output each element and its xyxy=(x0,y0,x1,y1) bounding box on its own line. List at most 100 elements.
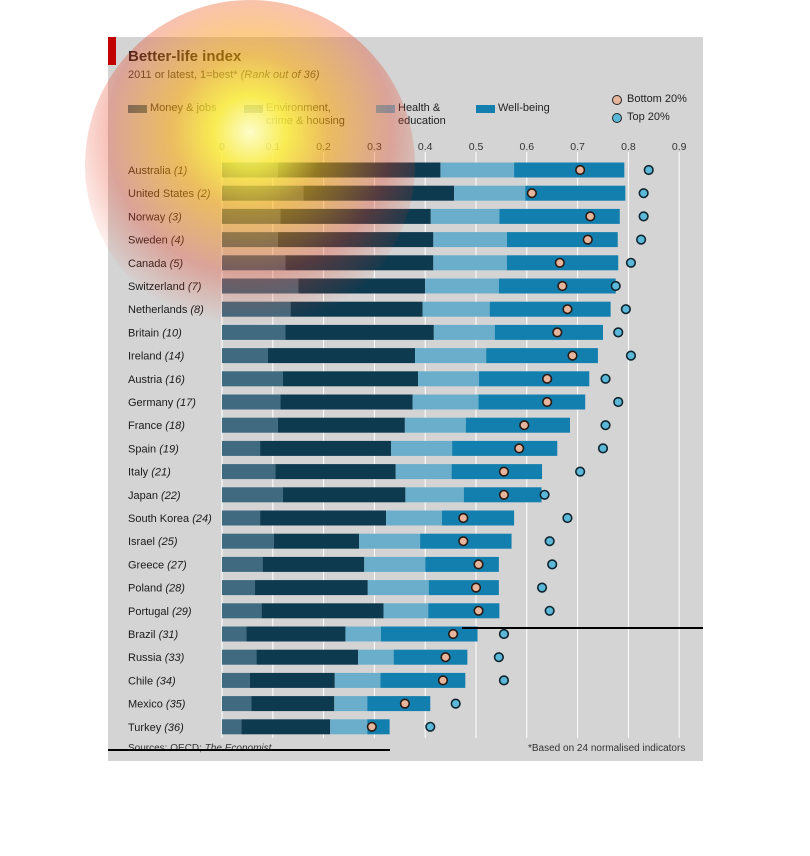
bar-segment-wellbeing xyxy=(486,348,598,364)
bar-segment-health xyxy=(359,533,421,549)
bar-segment-health xyxy=(358,649,394,665)
bottom20-dot xyxy=(567,350,578,361)
country-label: Spain (19) xyxy=(128,443,179,455)
country-name: Italy xyxy=(128,467,151,479)
country-label: Germany (17) xyxy=(128,397,196,409)
bar-segment-wellbeing xyxy=(494,324,603,340)
country-label: Ireland (14) xyxy=(128,351,185,363)
bar-segment-wellbeing xyxy=(428,580,499,596)
country-name: Brazil xyxy=(128,629,159,641)
bar-segment-environment xyxy=(261,603,384,619)
bottom20-dot xyxy=(366,721,377,732)
bottom20-dot xyxy=(399,698,410,709)
bar-segment-money xyxy=(222,649,257,665)
top20-dot xyxy=(638,188,649,199)
bar-segment-wellbeing xyxy=(465,417,570,433)
bar-segment-environment xyxy=(249,672,335,688)
top20-dot xyxy=(600,373,611,384)
bar-segment-money xyxy=(222,417,278,433)
bottom20-dot xyxy=(440,652,451,663)
bar-segment-environment xyxy=(241,719,331,735)
top20-dot xyxy=(643,164,654,176)
bar-segment-health xyxy=(418,371,480,387)
country-name: Israel xyxy=(128,536,158,548)
bottom20-dot xyxy=(582,234,593,245)
bar-segment-health xyxy=(433,324,495,340)
bar-segment-environment xyxy=(282,371,419,387)
country-label: Canada (5) xyxy=(128,258,183,270)
country-rank: (29) xyxy=(172,606,192,618)
bar-segment-health xyxy=(367,580,429,596)
bar-segment-money xyxy=(222,556,263,572)
bar-segment-health xyxy=(425,278,499,294)
bottom20-dot xyxy=(448,628,459,640)
country-label: Russia (33) xyxy=(128,652,185,664)
x-tick-label: 0.6 xyxy=(519,141,534,153)
bar-segment-wellbeing xyxy=(451,464,543,480)
bottom20-dot xyxy=(552,327,563,338)
bar-segment-money xyxy=(222,162,278,178)
country-name: Russia xyxy=(128,652,165,664)
country-label: Greece (27) xyxy=(128,559,187,571)
x-tick-label: 0.7 xyxy=(570,141,585,153)
country-rank: (28) xyxy=(165,583,185,595)
bar-segment-health xyxy=(433,255,507,271)
bar-segment-money xyxy=(222,185,304,201)
bar-segment-health xyxy=(395,464,452,480)
country-label: Switzerland (7) xyxy=(128,281,202,293)
bar-segment-health xyxy=(334,672,381,688)
country-label: Turkey (36) xyxy=(128,722,184,734)
bar-segment-money xyxy=(222,255,286,271)
bar-segment-wellbeing xyxy=(525,185,626,201)
country-rank: (16) xyxy=(165,374,185,386)
top20-dot xyxy=(498,628,510,640)
bar-segment-health xyxy=(330,719,368,735)
legend-swatch-wellbeing xyxy=(476,105,495,113)
bottom20-dot xyxy=(519,420,530,431)
bar-segment-money xyxy=(222,348,268,364)
country-label: France (18) xyxy=(128,420,185,432)
country-label: Netherlands (8) xyxy=(128,304,204,316)
country-rank: (31) xyxy=(159,629,179,641)
legend-dot-bottom20 xyxy=(612,95,622,105)
country-name: Turkey xyxy=(128,722,164,734)
bar-segment-wellbeing xyxy=(425,556,499,572)
bar-segment-environment xyxy=(275,464,396,480)
legend-dot-top20 xyxy=(612,113,622,123)
bottom20-dot xyxy=(458,536,469,547)
legend-label-top20: Top 20% xyxy=(627,111,670,123)
legend-label-wellbeing: Well-being xyxy=(498,102,550,114)
sources-label: Sources: OECD; xyxy=(128,743,205,754)
x-tick-label: 0.3 xyxy=(367,141,382,153)
country-rank: (10) xyxy=(162,327,182,339)
country-name: Netherlands xyxy=(128,304,190,316)
country-name: Switzerland xyxy=(128,281,188,293)
bar-segment-environment xyxy=(251,696,335,712)
country-name: Greece xyxy=(128,559,167,571)
country-rank: (17) xyxy=(176,397,196,409)
country-name: Ireland xyxy=(128,351,165,363)
country-name: Britain xyxy=(128,327,162,339)
x-tick-label: 0.5 xyxy=(469,141,484,153)
bar-segment-money xyxy=(222,464,276,480)
bar-segment-environment xyxy=(285,255,434,271)
bottom20-dot xyxy=(575,164,586,176)
country-name: Chile xyxy=(128,675,156,687)
bar-segment-money xyxy=(222,533,274,549)
country-label: United States (2) xyxy=(128,188,211,200)
country-label: Mexico (35) xyxy=(128,699,186,711)
x-tick-label: 0.9 xyxy=(672,141,687,153)
x-tick-label: 0.2 xyxy=(316,141,331,153)
country-label: Italy (21) xyxy=(128,467,171,479)
bar-segment-health xyxy=(364,556,426,572)
bar-segment-wellbeing xyxy=(441,510,515,526)
country-rank: (21) xyxy=(151,467,171,479)
annotation-line-right xyxy=(462,627,703,629)
bar-segment-environment xyxy=(246,626,346,642)
x-tick-label: 0 xyxy=(219,141,225,153)
bar-segment-health xyxy=(454,185,526,201)
bar-segment-environment xyxy=(277,232,434,248)
bar-segment-environment xyxy=(280,394,413,410)
bar-segment-environment xyxy=(303,185,455,201)
